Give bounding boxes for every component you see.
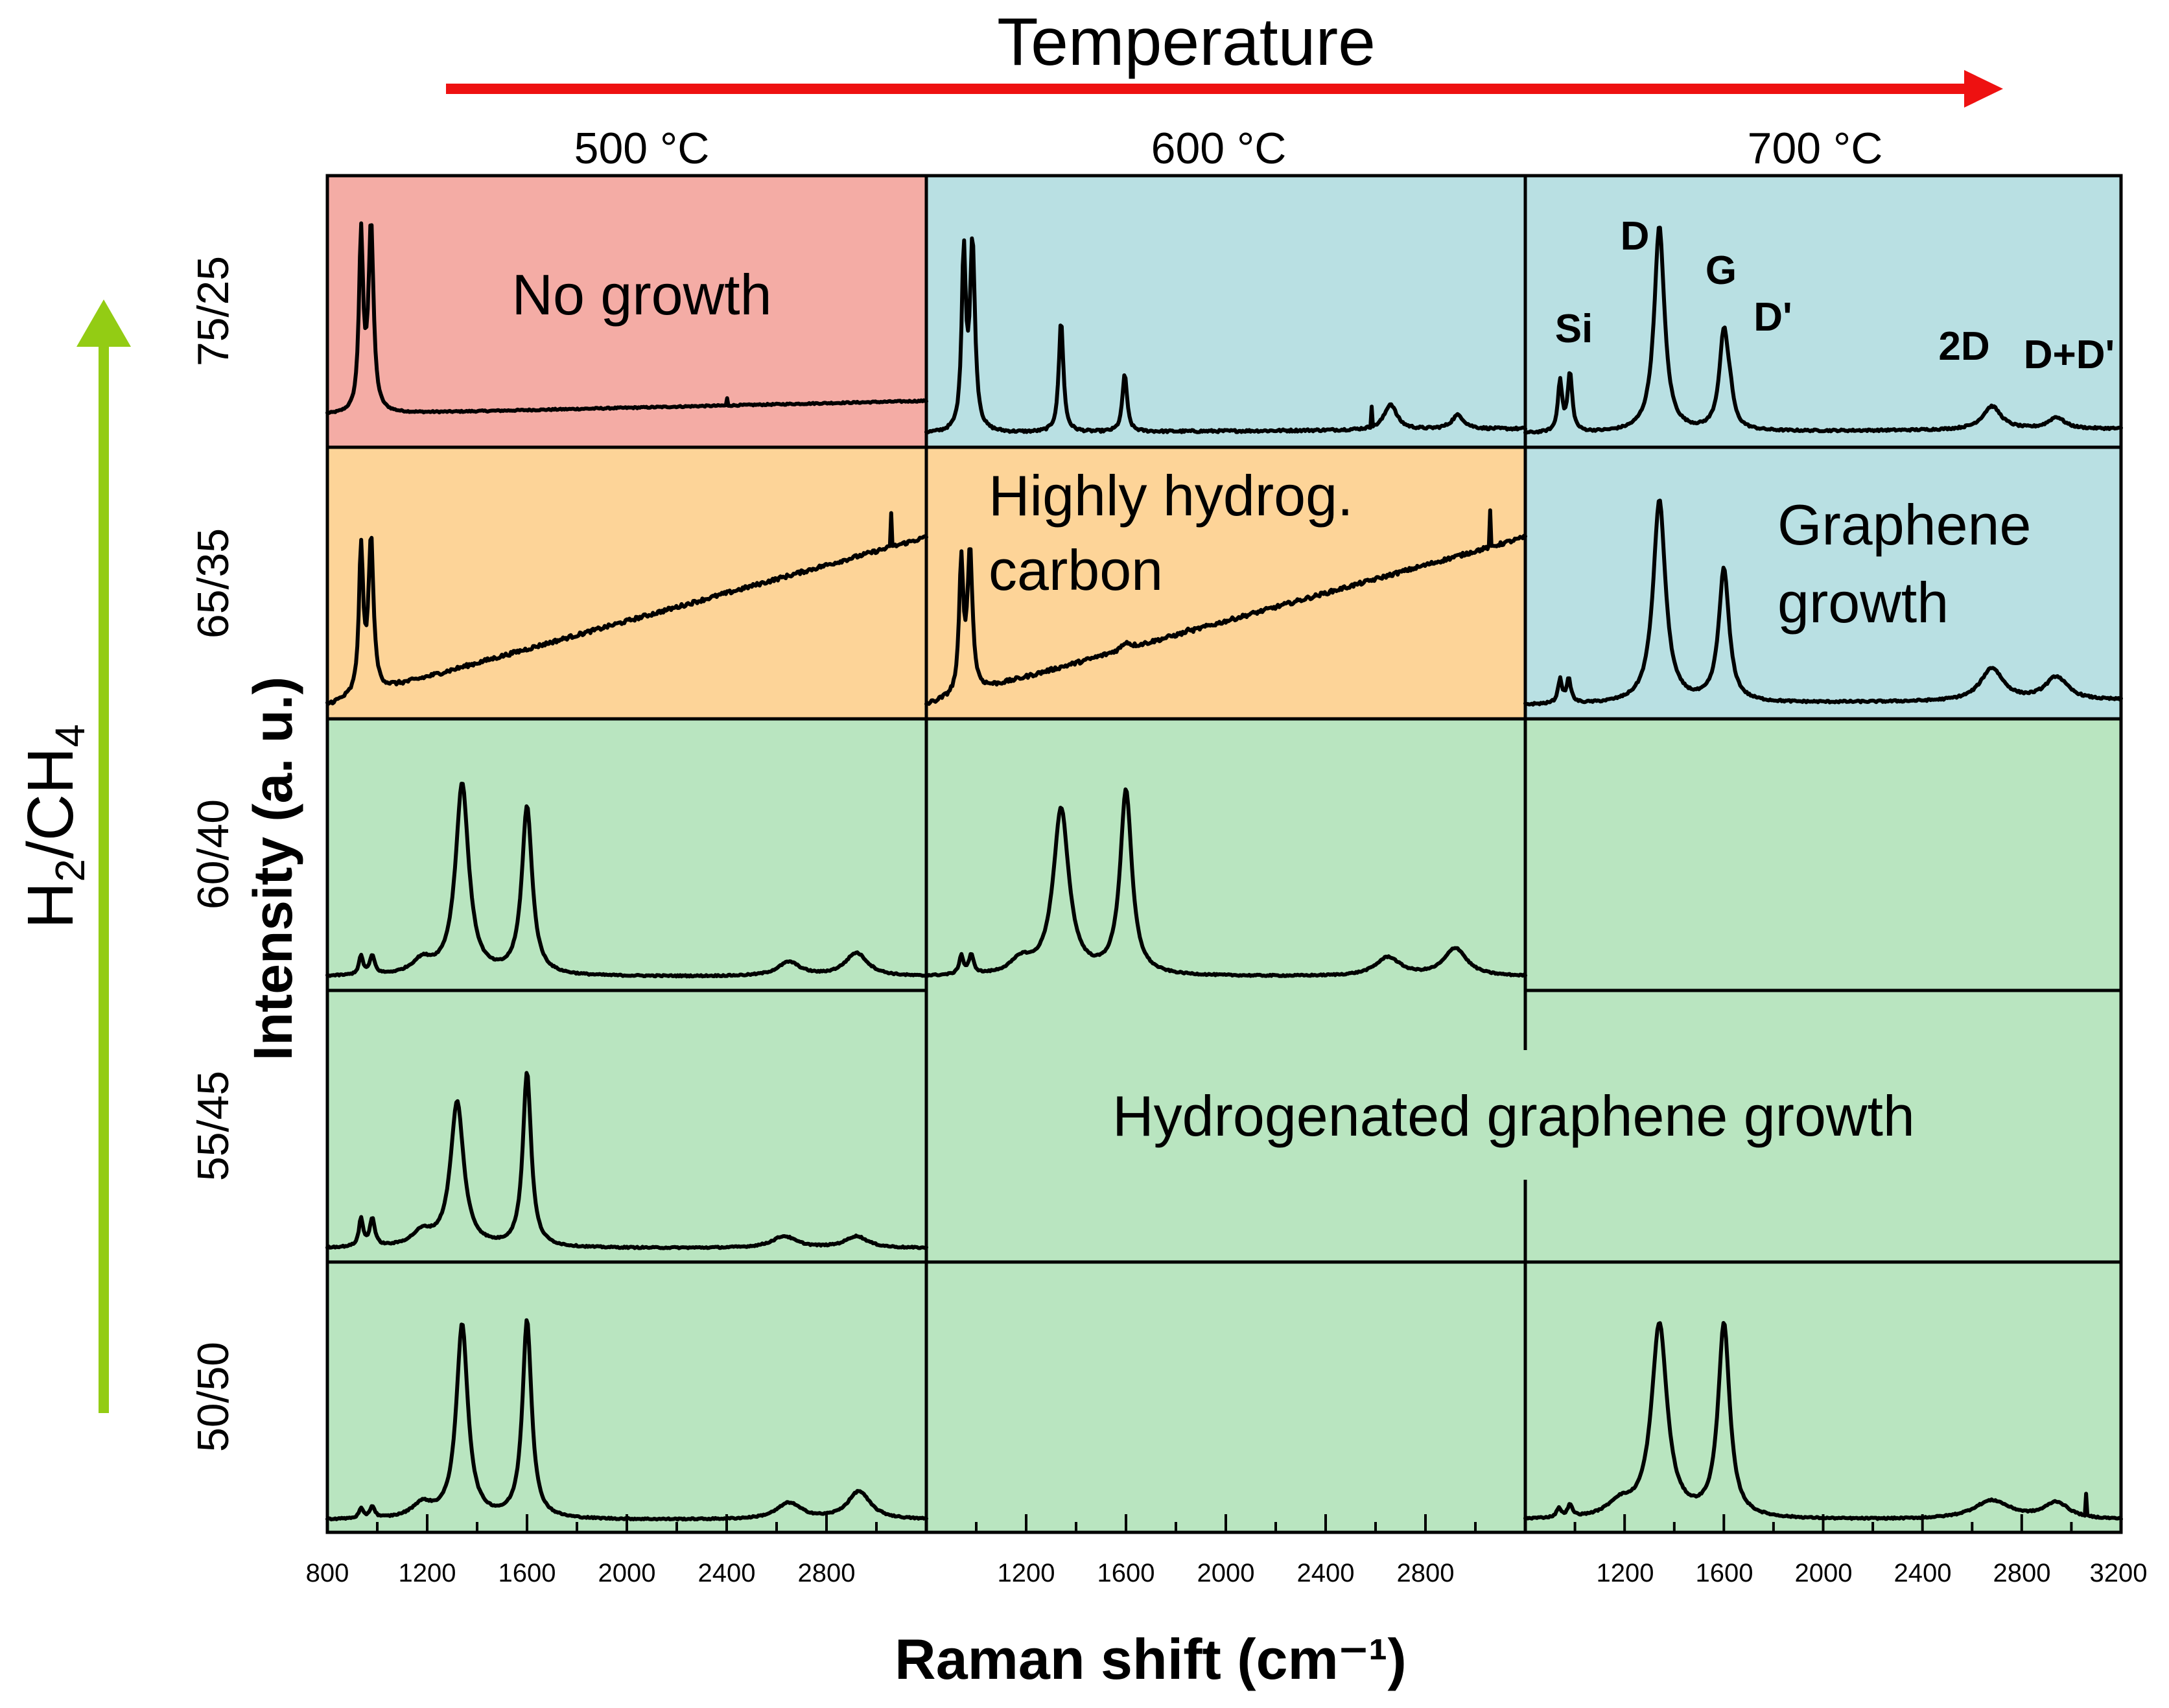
raman-spectrum-r1-c2: [1523, 498, 2123, 707]
tick-label: 3200: [2090, 1559, 2148, 1587]
raman-spectrum-r1-c0: [325, 511, 928, 706]
hydrogenated-label-backdrop: [1011, 1057, 1984, 1173]
row-labels: 75/25 65/35 60/40 55/45 50/50: [189, 256, 238, 1452]
temperature-arrow-head: [1964, 70, 2003, 108]
ratio-arrow: [76, 299, 131, 1413]
row-label-55-45: 55/45: [189, 1071, 238, 1181]
tick-label: 2400: [1297, 1559, 1355, 1587]
spectra-traces: [325, 221, 2123, 1522]
row-label-75-25: 75/25: [189, 256, 238, 366]
tick-label: 2000: [1795, 1559, 1853, 1587]
tick-label: 2400: [1894, 1559, 1952, 1587]
peak-label-d: D: [1621, 214, 1650, 259]
tick-label: 2800: [1397, 1559, 1455, 1587]
tick-label: 1200: [399, 1559, 456, 1587]
grid-lines: [325, 174, 2123, 1534]
temperature-arrow: [446, 70, 2003, 108]
column-label-500: 500 °C: [574, 124, 710, 173]
label-no-growth: No growth: [511, 263, 771, 327]
label-hydrogenated-graphene: Hydrogenated graphene growth: [1112, 1084, 1915, 1148]
region-labels: No growth Highly hydrog. carbon Graphene…: [511, 263, 2031, 1173]
tick-label: 1600: [1696, 1559, 1753, 1587]
column-labels: 500 °C 600 °C 700 °C: [574, 124, 1883, 173]
cell-background-graphene: [926, 176, 1525, 447]
column-label-600: 600 °C: [1151, 124, 1287, 173]
peak-label-si: Si: [1555, 307, 1593, 351]
peak-label-2d: 2D: [1938, 324, 1989, 369]
raman-spectrum-r0-c2: [1523, 226, 2123, 435]
tick-label: 1600: [498, 1559, 556, 1587]
x-axis-label: Raman shift (cm⁻¹): [895, 1627, 1407, 1691]
x-axis-ticks: [326, 1514, 2122, 1532]
tick-label: 800: [306, 1559, 349, 1587]
tick-label: 2800: [1993, 1559, 2051, 1587]
label-growth: growth: [1777, 570, 1949, 635]
ratio-arrow-head: [76, 299, 131, 347]
peak-label-dprime: D': [1753, 295, 1792, 340]
cell-background-hydrogenated-graphene: [926, 1262, 1525, 1534]
peak-label-d-plus-dprime: D+D': [2024, 333, 2115, 377]
row-label-50-50: 50/50: [189, 1342, 238, 1452]
raman-spectrum-r2-c0: [325, 782, 928, 979]
tick-label: 2000: [1197, 1559, 1255, 1587]
tick-label: 2800: [798, 1559, 856, 1587]
peak-labels: Si D G D' 2D D+D': [1555, 214, 2115, 377]
peak-label-g: G: [1706, 248, 1737, 293]
cell-background-hydrogenated-graphene: [926, 719, 1525, 990]
label-carbon: carbon: [989, 538, 1163, 602]
raman-spectrum-r1-c1: [924, 508, 1527, 706]
plot-frame: [325, 174, 2123, 1534]
label-graphene: Graphene: [1777, 493, 2031, 557]
raman-spectrum-r0-c1: [924, 236, 1527, 435]
cell-background-hydrogenated-graphene: [327, 1262, 926, 1534]
raman-spectrum-r2-c1: [924, 787, 1527, 978]
label-highly-hydrog: Highly hydrog.: [989, 463, 1354, 528]
raman-spectrum-r0-c0: [325, 221, 928, 415]
column-label-700: 700 °C: [1748, 124, 1883, 173]
cell-background-hydrogenated-graphene: [1525, 1262, 2121, 1534]
tick-label: 2400: [698, 1559, 756, 1587]
raman-spectrum-r3-c0: [325, 1071, 928, 1250]
x-axis-tick-labels: 800 1200 1600 2000 2400 2800 1200 1600 2…: [306, 1559, 2148, 1587]
cell-background-hydrogenated-graphene: [1525, 719, 2121, 990]
cell-background-highly-hydrogenated: [327, 447, 926, 719]
tick-label: 1600: [1097, 1559, 1155, 1587]
tick-label: 2000: [598, 1559, 656, 1587]
row-label-65-35: 65/35: [189, 528, 238, 638]
chart-title: Temperature: [997, 5, 1376, 80]
row-label-60-40: 60/40: [189, 799, 238, 909]
cell-background-graphene: [1525, 176, 2121, 447]
cell-background-hydrogenated-graphene: [327, 990, 926, 1262]
cell-background-graphene: [1525, 447, 2121, 719]
y-axis-label: Intensity (a. u.): [242, 677, 303, 1061]
tick-label: 1200: [1597, 1559, 1654, 1587]
cell-background-hydrogenated-graphene: [327, 719, 926, 990]
cell-backgrounds: [327, 176, 2121, 1534]
tick-label: 1200: [998, 1559, 1055, 1587]
ratio-axis-label: H2/CH4: [14, 724, 93, 929]
